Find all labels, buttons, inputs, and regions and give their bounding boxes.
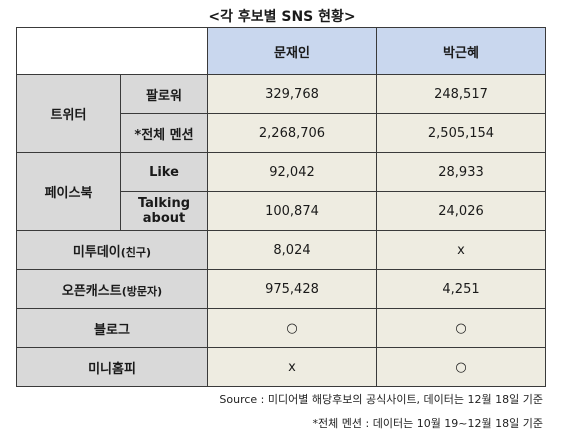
value-moon-blog: ○ bbox=[207, 308, 377, 348]
sub-label-talking-about: Talking about bbox=[120, 191, 208, 231]
column-header-moon: 문재인 bbox=[207, 27, 377, 75]
value-moon-mentions: 2,268,706 bbox=[207, 113, 377, 153]
category-twitter: 트위터 bbox=[16, 74, 121, 153]
category-me2day: 미투데이(친구) bbox=[16, 230, 208, 270]
value-park-me2day: x bbox=[376, 230, 546, 270]
header-row: 문재인 박근혜 bbox=[16, 27, 546, 75]
value-moon-talking-about: 100,874 bbox=[207, 191, 377, 231]
table-row: 트위터 팔로워 329,768 248,517 bbox=[16, 74, 546, 153]
value-moon-followers: 329,768 bbox=[207, 74, 377, 114]
corner-cell bbox=[16, 27, 208, 75]
value-park-talking-about: 24,026 bbox=[376, 191, 546, 231]
value-moon-like: 92,042 bbox=[207, 152, 377, 192]
value-park-like: 28,933 bbox=[376, 152, 546, 192]
mention-footnote: *전체 멘션 : 데이터는 10월 19~12월 18일 기준 bbox=[312, 417, 543, 430]
table-title: <각 후보별 SNS 현황> bbox=[208, 9, 356, 25]
value-park-minihompy: ○ bbox=[376, 347, 546, 387]
table-row: 미투데이(친구) 8,024 x bbox=[16, 230, 546, 270]
table-row: *전체 멘션 2,268,706 2,505,154 bbox=[17, 113, 546, 153]
category-me2day-unit: (친구) bbox=[120, 245, 152, 259]
value-park-opencast: 4,251 bbox=[376, 269, 546, 309]
value-moon-me2day: 8,024 bbox=[207, 230, 377, 270]
category-opencast-unit: (방문자) bbox=[121, 284, 163, 298]
category-facebook: 페이스북 bbox=[16, 152, 121, 231]
value-park-followers: 248,517 bbox=[376, 74, 546, 114]
value-moon-minihompy: x bbox=[207, 347, 377, 387]
value-park-blog: ○ bbox=[376, 308, 546, 348]
source-note: Source : 미디어별 해당후보의 공식사이트, 데이터는 12월 18일 … bbox=[219, 393, 543, 406]
sub-label-like: Like bbox=[120, 152, 208, 192]
category-opencast: 오픈캐스트(방문자) bbox=[16, 269, 208, 309]
category-minihompy: 미니홈피 bbox=[16, 347, 208, 387]
category-opencast-label: 오픈캐스트 bbox=[61, 283, 122, 299]
table-row: 페이스북 Like 92,042 28,933 bbox=[16, 152, 546, 231]
sns-status-table: 문재인 박근혜 트위터 팔로워 329,768 248,517 *전체 멘션 2… bbox=[16, 27, 546, 387]
category-blog: 블로그 bbox=[16, 308, 208, 348]
sub-label-mentions: *전체 멘션 bbox=[120, 113, 208, 153]
category-me2day-label: 미투데이 bbox=[72, 244, 121, 260]
sub-label-followers: 팔로워 bbox=[120, 74, 208, 114]
column-header-park: 박근혜 bbox=[376, 27, 546, 75]
table-row: 블로그 ○ ○ bbox=[16, 308, 546, 348]
table-row: 미니홈피 x ○ bbox=[16, 347, 546, 387]
value-moon-opencast: 975,428 bbox=[207, 269, 377, 309]
value-park-mentions: 2,505,154 bbox=[376, 113, 546, 153]
table-row: 오픈캐스트(방문자) 975,428 4,251 bbox=[16, 269, 546, 309]
